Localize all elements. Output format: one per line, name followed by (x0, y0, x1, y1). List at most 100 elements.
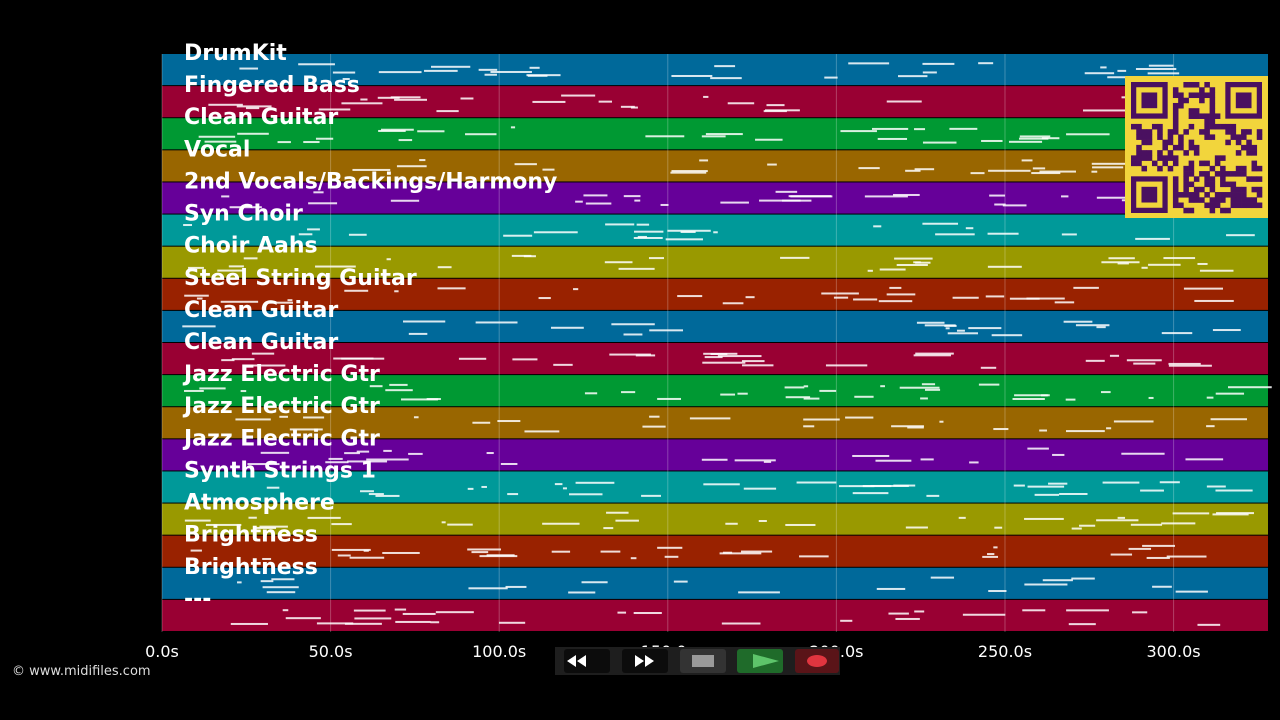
qr-module (1178, 92, 1184, 99)
track-label: Brightness (184, 555, 318, 580)
qr-finder-core (1141, 92, 1158, 109)
qr-module (1246, 144, 1252, 151)
note (1068, 623, 1096, 626)
note (332, 71, 356, 74)
note (1148, 64, 1174, 67)
note (636, 223, 650, 226)
note (799, 555, 829, 558)
note (988, 169, 1031, 172)
track-lane (162, 567, 1268, 599)
qr-module (1209, 176, 1216, 182)
note (1018, 137, 1049, 140)
note (184, 389, 204, 392)
note (184, 519, 211, 522)
stop-button[interactable] (680, 649, 726, 673)
qr-module (1172, 108, 1179, 114)
note (991, 334, 1023, 337)
qr-module (1183, 165, 1189, 172)
note (1175, 590, 1208, 593)
track-lane (162, 471, 1268, 503)
note (649, 415, 660, 418)
qr-module (1204, 171, 1210, 177)
track-label: 2nd Vocals/Backings/Harmony (184, 169, 557, 194)
note (905, 526, 928, 529)
qr-module (1178, 102, 1184, 109)
qr-module (1199, 171, 1205, 177)
qr-module (1230, 134, 1237, 140)
note (615, 519, 639, 522)
note (848, 62, 890, 65)
note (873, 225, 882, 228)
note (237, 581, 242, 584)
note (584, 392, 598, 395)
note (982, 555, 999, 558)
note (266, 591, 296, 594)
qr-module (1172, 186, 1179, 193)
note (737, 392, 748, 395)
qr-module (1204, 118, 1210, 125)
qr-code (1125, 76, 1268, 218)
qr-module (1209, 92, 1216, 99)
qr-module (1193, 192, 1200, 198)
note (1183, 287, 1224, 290)
track-label: Jazz Electric Gtr (182, 362, 380, 387)
record-button[interactable] (795, 649, 839, 673)
note (378, 71, 422, 74)
note (907, 426, 924, 429)
note (196, 297, 203, 300)
qr-module (1251, 165, 1258, 172)
note (398, 139, 413, 142)
note (803, 425, 815, 428)
note (1071, 577, 1095, 580)
note (803, 397, 820, 400)
note (585, 202, 612, 205)
note (926, 494, 940, 497)
note (437, 266, 452, 269)
note (671, 74, 713, 77)
note (1027, 485, 1065, 488)
track-lane (162, 407, 1268, 439)
note (259, 525, 288, 528)
note (949, 127, 978, 130)
note (838, 485, 875, 488)
note (243, 257, 258, 260)
qr-module (1251, 197, 1258, 203)
note (441, 521, 446, 524)
qr-module (1246, 176, 1252, 182)
note (1096, 326, 1106, 329)
note (524, 430, 560, 433)
track-labels: DrumKit Fingered Bass Clean Guitar Vocal 2nd… (182, 41, 557, 612)
note (260, 451, 290, 454)
note (740, 550, 773, 553)
rewind-button[interactable] (564, 649, 610, 673)
note (402, 320, 446, 323)
qr-module (1241, 197, 1247, 203)
note (503, 234, 533, 237)
qr-module (1178, 192, 1184, 198)
note (248, 516, 257, 519)
qr-module (1225, 123, 1231, 130)
note (1039, 170, 1076, 173)
play-button[interactable] (737, 649, 783, 673)
note (978, 62, 994, 65)
note (1159, 481, 1180, 484)
note (315, 137, 334, 140)
qr-module (1256, 134, 1263, 140)
qr-module (1246, 139, 1252, 146)
note (228, 265, 244, 268)
qr-module (1256, 176, 1263, 182)
qr-module (1183, 186, 1189, 193)
note (1109, 354, 1120, 357)
note (952, 296, 979, 299)
forward-button[interactable] (622, 649, 668, 673)
qr-module (1199, 197, 1205, 203)
note (481, 485, 487, 488)
note (360, 490, 374, 493)
note (1019, 135, 1051, 138)
note (745, 296, 755, 299)
x-tick-label: 50.0s (309, 642, 353, 661)
qr-module (1209, 186, 1216, 193)
qr-module (1172, 92, 1179, 99)
qr-module (1146, 150, 1153, 156)
note (1152, 585, 1172, 588)
